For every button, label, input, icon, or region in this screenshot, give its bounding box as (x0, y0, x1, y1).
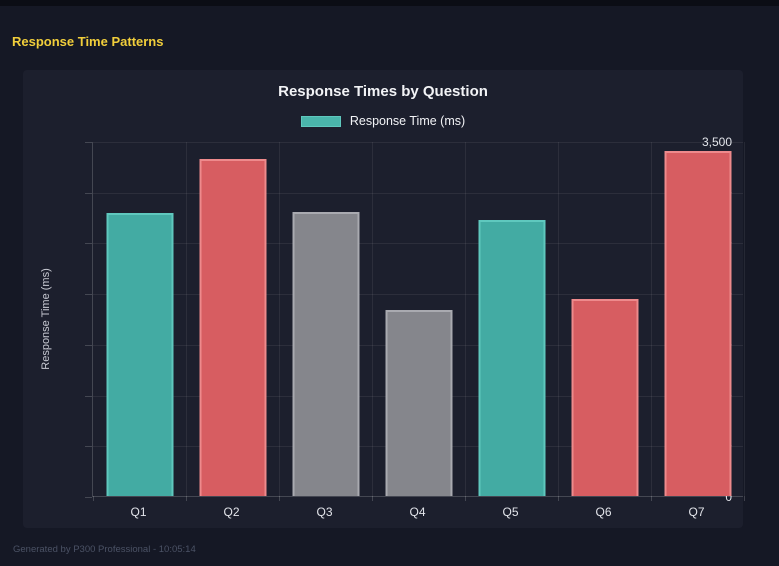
gridline-vertical (279, 142, 280, 496)
y-axis-tickmark (85, 446, 92, 448)
x-axis-tick-label: Q2 (223, 505, 240, 519)
x-axis-tickmark (279, 496, 280, 501)
legend-swatch-icon (300, 115, 341, 127)
x-axis-tickmark (465, 496, 466, 501)
bar-q3[interactable] (292, 211, 359, 496)
x-axis-tick-label: Q7 (688, 505, 705, 519)
x-axis-tick-label: Q4 (409, 505, 426, 519)
page-title: Response Time Patterns (12, 34, 164, 49)
bar-slot-q4 (372, 142, 465, 496)
gridline-horizontal (93, 142, 743, 143)
y-axis-tickmark (85, 395, 92, 397)
x-axis-tickmark (93, 496, 94, 501)
gridline-vertical (651, 142, 652, 496)
y-axis-tickmark (85, 294, 92, 296)
x-axis-tick-label: Q5 (502, 505, 519, 519)
chart-panel: Response Times by Question Response Time… (23, 70, 745, 528)
bar-q6[interactable] (571, 298, 638, 496)
bar-slot-q1 (93, 142, 186, 496)
bar-q2[interactable] (199, 159, 266, 496)
y-axis-tickmark (85, 142, 92, 143)
chart-legend[interactable]: Response Time (ms) (23, 114, 743, 128)
bar-slot-q5 (465, 142, 558, 496)
bar-q4[interactable] (385, 309, 452, 496)
y-axis-tickmark (85, 243, 92, 245)
y-axis-tickmark (85, 497, 92, 498)
y-axis-tick-label: 3,500 (701, 135, 732, 149)
gridline-vertical (186, 142, 187, 496)
y-axis-tickmark (85, 344, 92, 346)
bar-q5[interactable] (478, 219, 545, 496)
gridline-horizontal (93, 294, 743, 296)
legend-label: Response Time (ms) (349, 114, 466, 128)
gridline-vertical (744, 142, 745, 496)
footer-text: Generated by P300 Professional - 10:05:1… (13, 544, 196, 555)
x-axis-tick-label: Q1 (130, 505, 147, 519)
gridline-vertical (372, 142, 373, 496)
x-axis-tick-label: Q6 (595, 505, 612, 519)
y-axis-tickmark (85, 192, 92, 194)
x-axis-tickmark (558, 496, 559, 501)
bar-slot-q7 (651, 142, 744, 496)
x-axis-tickmark (186, 496, 187, 501)
x-axis-tickmark (651, 496, 652, 501)
plot-area (85, 142, 745, 501)
y-axis-tick-label: 0 (725, 490, 732, 504)
chart-title: Response Times by Question (278, 83, 488, 100)
top-bar (0, 0, 779, 6)
x-axis-tickmark (744, 496, 745, 501)
gridline-horizontal (93, 192, 743, 194)
gridline-vertical (465, 142, 466, 496)
x-axis-tick-label: Q3 (316, 505, 333, 519)
gridline-vertical (558, 142, 559, 496)
bar-slot-q2 (186, 142, 279, 496)
bar-q1[interactable] (106, 212, 173, 496)
bar-q7[interactable] (664, 151, 731, 496)
gridline-horizontal (93, 243, 743, 245)
bar-slot-q6 (558, 142, 651, 496)
bar-slot-q3 (279, 142, 372, 496)
x-axis-tickmark (372, 496, 373, 501)
